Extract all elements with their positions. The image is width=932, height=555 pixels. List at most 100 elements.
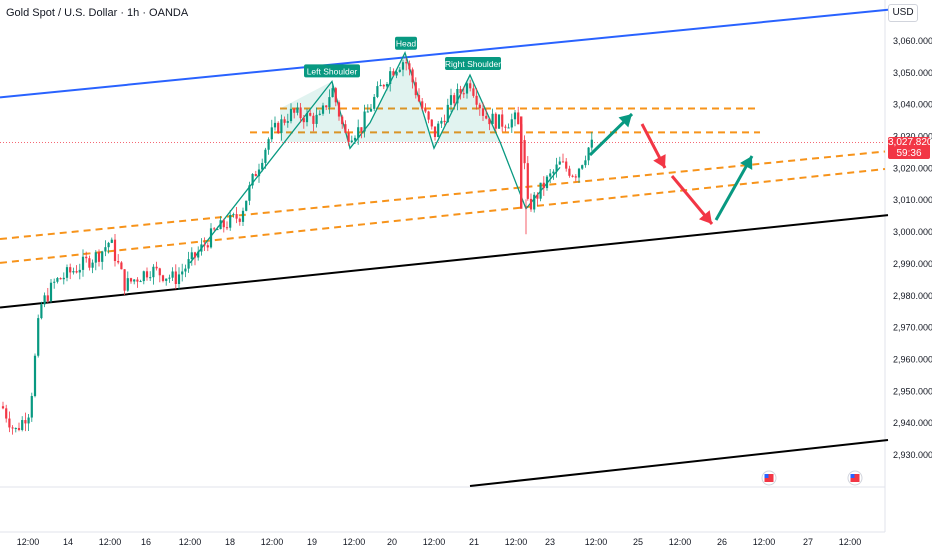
arrow-up-1-head — [618, 114, 632, 128]
candle-body — [145, 271, 149, 278]
candle-body — [353, 137, 357, 141]
candle-body — [587, 147, 590, 161]
candle-body — [283, 119, 286, 123]
candle-body — [341, 116, 344, 125]
candle-body — [325, 105, 328, 108]
candle-body — [241, 210, 245, 222]
x-tick-label: 12:00 — [343, 537, 366, 547]
x-tick-label: 12:00 — [753, 537, 776, 547]
candle-body — [187, 259, 190, 269]
event-flag-stripes — [850, 474, 860, 482]
candle-body — [78, 269, 81, 273]
candle-body — [376, 86, 379, 97]
candle-body — [475, 95, 478, 105]
candle-body — [107, 242, 110, 248]
candle-body — [542, 182, 545, 189]
candle-body — [69, 267, 72, 273]
candle-body — [421, 101, 424, 109]
label-left-shoulder-bg — [304, 64, 360, 78]
candle-body — [440, 120, 443, 124]
currency-label[interactable]: USD — [888, 4, 918, 22]
x-tick-label: 26 — [717, 537, 727, 547]
candle-body — [37, 318, 40, 356]
label-right-shoulder: Right Shoulder — [445, 59, 501, 69]
candle-body — [181, 271, 184, 275]
event-flag-canton — [764, 474, 769, 478]
candle-body — [549, 173, 552, 177]
candle-body — [485, 115, 488, 119]
candle-body — [369, 108, 373, 112]
y-tick-label: 3,000.000 — [893, 227, 932, 237]
candle-body — [261, 162, 264, 170]
x-tick-label: 18 — [225, 537, 235, 547]
candle-body — [177, 274, 181, 285]
candle-body — [536, 194, 539, 199]
candle-body — [21, 420, 24, 430]
candle-body — [197, 251, 200, 258]
dashed-trend-upper — [0, 150, 886, 241]
candle-body — [190, 252, 193, 260]
x-tick-label: 20 — [387, 537, 397, 547]
candle-body — [33, 355, 37, 397]
y-tick-label: 2,980.000 — [893, 291, 932, 301]
candle-body — [161, 275, 165, 281]
candle-body — [309, 112, 312, 116]
candle-body — [561, 161, 565, 163]
candle-body — [481, 108, 485, 116]
bottom-channel-line — [469, 439, 889, 487]
candle-body — [302, 118, 305, 123]
x-tick-label: 27 — [803, 537, 813, 547]
candle-body — [171, 271, 174, 278]
candle-body — [558, 161, 561, 165]
candle-body — [449, 95, 453, 105]
y-tick-label: 2,970.000 — [893, 323, 932, 333]
candle-body — [382, 84, 385, 87]
y-tick-label: 3,030.000 — [893, 132, 932, 142]
candle-body — [299, 107, 302, 119]
candle-body — [571, 175, 574, 177]
candle-body — [510, 119, 513, 128]
y-tick-label: 2,940.000 — [893, 418, 932, 428]
x-tick-label: 12:00 — [669, 537, 692, 547]
candle-body — [273, 122, 277, 128]
candle-body — [414, 82, 417, 96]
candle-body — [14, 428, 17, 430]
event-flag-canton — [850, 474, 855, 478]
x-tick-label: 14 — [63, 537, 73, 547]
candle-body — [424, 108, 427, 112]
candle-body — [552, 171, 555, 174]
arrow-down-1-head — [653, 154, 666, 168]
candle-body — [117, 260, 120, 263]
candle-body — [59, 278, 62, 280]
candle-body — [472, 88, 475, 96]
candle-body — [363, 111, 366, 132]
candle-body — [491, 113, 494, 125]
candle-body — [318, 113, 321, 115]
candle-body — [8, 418, 11, 428]
x-tick-label: 23 — [545, 537, 555, 547]
y-tick-label: 2,930.000 — [893, 450, 932, 460]
candle-body — [248, 185, 251, 201]
candle-body — [81, 256, 85, 270]
candle-body — [523, 140, 526, 164]
candle-body — [149, 277, 152, 279]
candle-body — [129, 278, 133, 282]
candle-body — [53, 281, 56, 283]
zigzag-line — [189, 50, 561, 264]
candle-body — [443, 120, 446, 123]
candle-body — [293, 108, 296, 113]
candle-body — [213, 228, 216, 230]
candle-body — [280, 119, 283, 133]
x-tick-label: 21 — [469, 537, 479, 547]
candle-body — [267, 139, 270, 150]
x-tick-label: 25 — [633, 537, 643, 547]
candle-body — [27, 417, 30, 424]
candle-body — [379, 84, 382, 87]
candle-body — [398, 69, 401, 72]
x-tick-label: 12:00 — [505, 537, 528, 547]
candle-body — [113, 239, 117, 261]
candle-body — [152, 266, 155, 278]
candle-body — [216, 229, 219, 231]
